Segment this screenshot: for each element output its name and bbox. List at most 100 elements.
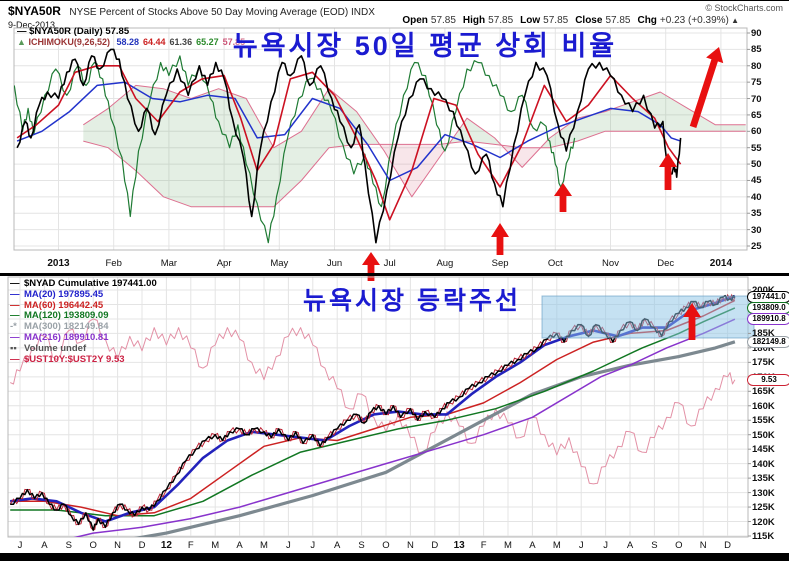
x-axis-label: Aug [436, 258, 454, 269]
x-axis-label: 2014 [709, 258, 733, 269]
top-legend-ichimoku: ▲ ICHIMOKU(9,26,52) 58.28 64.44 61.36 65.27… [17, 37, 245, 47]
axis-value-callout: 182149.8 [747, 335, 789, 348]
ichimoku-label: ICHIMOKU(9,26,52) [28, 37, 110, 47]
quote-label: Chg [637, 15, 657, 26]
x-axis-label: F [187, 540, 194, 551]
legend-item: — $NYAD Cumulative 197441.00 [10, 278, 157, 290]
y-axis-label: 120K [752, 516, 775, 528]
legend-item: ▪▪ Volume undef [10, 342, 157, 355]
y-axis-label: 185K [752, 328, 775, 340]
highlight-box [541, 295, 755, 339]
y-axis-label: 85 [751, 44, 762, 56]
change-up-arrow-icon: ▲ [728, 16, 739, 25]
x-axis-label: 12 [160, 540, 172, 551]
x-axis-label: N [699, 540, 707, 551]
legend-text: Volume undef [24, 342, 87, 354]
y-axis-label: 125K [752, 502, 775, 514]
x-axis-label: A [41, 540, 48, 551]
x-axis-label: 13 [453, 540, 465, 551]
y-axis-label: 70 [751, 93, 762, 105]
x-axis-label: M [504, 540, 512, 551]
y-axis-label: 150K [752, 429, 775, 441]
legend-item: — MA(120) 193809.09 [10, 310, 157, 322]
y-axis-label: 40 [751, 191, 762, 203]
annotation-korean-bottom: 뉴욕시장 등락주선 [303, 287, 521, 315]
x-axis-label: Mar [160, 258, 178, 269]
bottom-chart-legend: — $NYAD Cumulative 197441.00 — MA(20) 19789… [10, 278, 157, 366]
series--nya50r [16, 48, 682, 244]
top-chart-header: $NYA50R NYSE Percent of Stocks Above 50 … [8, 2, 781, 18]
legend-text: MA(300) 182149.84 [24, 321, 109, 333]
y-axis-label: 30 [751, 224, 762, 236]
legend-item: — $UST10Y:$UST2Y 9.53 [10, 354, 157, 366]
y-axis-label: 175K [752, 357, 775, 369]
series-chikou [14, 55, 576, 244]
series--ust10y-ust2y [10, 318, 736, 485]
diagonal-up-arrow-icon [689, 47, 724, 128]
y-axis-label: 145K [752, 444, 775, 456]
legend-item: — MA(216) 189910.81 [10, 332, 157, 344]
x-axis-label: Dec [657, 258, 675, 269]
y-axis-label: 50 [751, 159, 762, 171]
y-axis-label: 60 [751, 126, 762, 138]
x-axis-label: A [529, 540, 536, 551]
x-axis-label: A [236, 540, 243, 551]
series-kijun-26- [16, 81, 681, 182]
x-axis-label: N [114, 540, 122, 551]
quote-value: 57.85 [430, 15, 456, 26]
legend-swatch: — [10, 299, 20, 311]
x-axis-label: S [65, 540, 72, 551]
gridlines [8, 277, 748, 537]
series-ma-216- [73, 318, 736, 537]
up-arrow-icon [362, 252, 380, 281]
annotation-korean-top: 뉴욕시장 50일 평균 상회 비율 [232, 31, 618, 61]
x-axis-label: S [358, 540, 365, 551]
y-axis-label: 130K [752, 487, 775, 499]
ohlc-quote-row: Open 57.85 High 57.85 Low 57.85 Close 57.85 Chg +… [395, 15, 739, 26]
x-axis-label: S [651, 540, 658, 551]
axis-value-callout: 9.53 [747, 374, 789, 386]
x-axis-label: Jul [383, 258, 396, 269]
x-axis-label: F [480, 540, 487, 551]
x-axis-label: 2013 [47, 258, 70, 269]
y-axis-label: 35 [751, 208, 762, 220]
quote-value: 57.85 [543, 15, 569, 26]
legend-swatch: — [10, 310, 20, 322]
x-axis-label: M [260, 540, 268, 551]
x-axis-label: N [406, 540, 414, 551]
legend-item: -* MA(300) 182149.84 [10, 321, 157, 333]
legend-text: MA(20) 197895.45 [24, 288, 104, 300]
line-swatch: — [17, 26, 30, 37]
gridlines [14, 28, 747, 250]
x-axis-label: Sep [491, 258, 509, 269]
y-axis-label: 55 [751, 142, 762, 154]
quote-value: 57.85 [488, 15, 514, 26]
legend-item: — MA(60) 196442.45 [10, 299, 157, 312]
legend-text: MA(120) 193809.09 [24, 310, 109, 322]
chart-date: 9-Dec-2013 [8, 20, 56, 30]
x-axis-label: O [382, 540, 390, 551]
x-axis-label: D [138, 540, 146, 551]
legend-swatch: -* [10, 321, 17, 333]
symbol-label: $NYA50R [8, 4, 61, 18]
top-chart-subheader: 9-Dec-2013 Open 57.85 High 57.85 Low 57.85 Clo… [8, 15, 781, 30]
x-axis-label: Oct [547, 258, 563, 269]
series-ma-120- [10, 307, 736, 517]
y-axis-label: 80 [751, 60, 762, 72]
y-axis-label: 155K [752, 415, 775, 427]
y-axis-label: 45 [751, 175, 762, 187]
x-axis-label: Apr [216, 258, 232, 269]
y-axis-label: 90 [751, 28, 762, 39]
plot-frame [13, 27, 748, 251]
y-axis-label: 200K [752, 285, 775, 296]
ichimoku-cloud [379, 143, 450, 197]
legend-swatch: ▪▪ [10, 342, 17, 354]
y-axis-label: 25 [751, 240, 762, 252]
y-axis-label: 135K [752, 473, 775, 485]
top-legend-line1: — $NYA50R (Daily) 57.85 [17, 26, 130, 37]
y-axis-label: 75 [751, 77, 762, 89]
x-axis-label: J [603, 540, 608, 551]
x-axis-label: A [334, 540, 341, 551]
quote-value: 57.85 [605, 15, 631, 26]
